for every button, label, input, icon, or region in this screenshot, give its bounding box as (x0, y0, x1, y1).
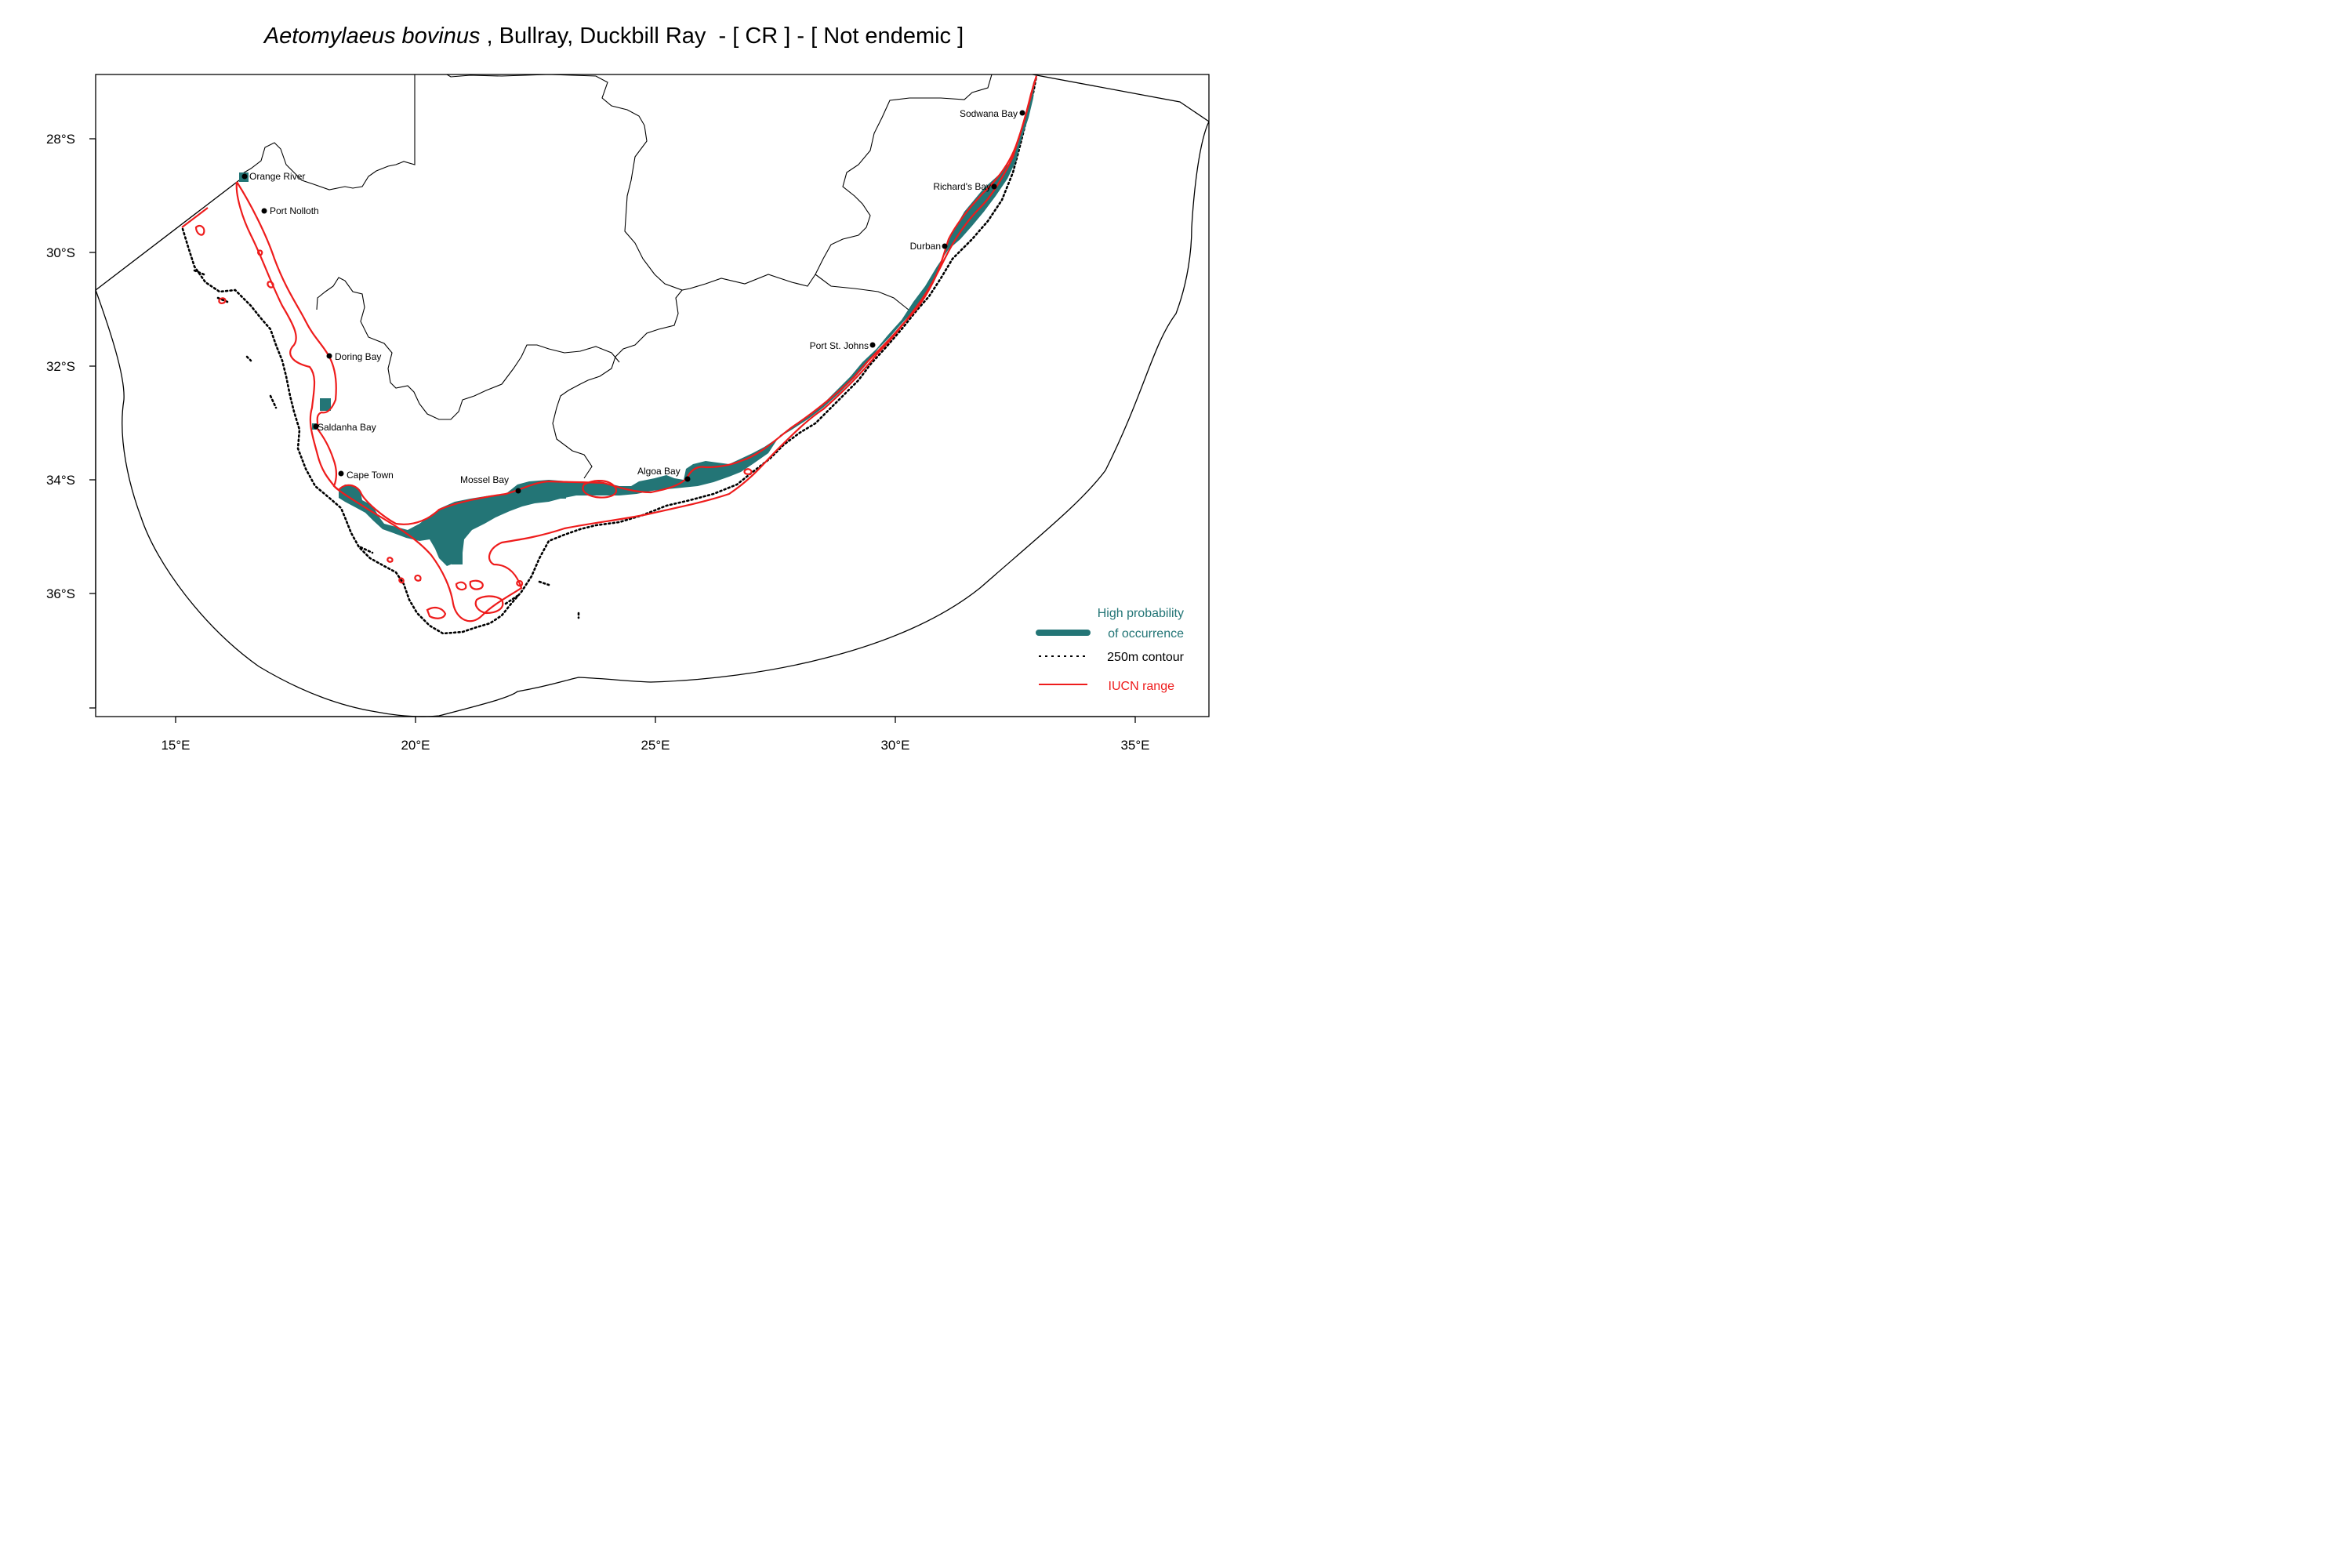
iucn-range (181, 75, 1038, 622)
place-label: Durban (910, 241, 941, 252)
map-svg: Orange River Port Nolloth Doring Bay Sal… (46, 74, 1210, 753)
place-point (261, 208, 267, 214)
depth-contour-250m (181, 74, 1038, 635)
legend-contour-label: 250m contour (1107, 651, 1185, 664)
place-point (869, 342, 876, 348)
place-point (326, 353, 332, 359)
place-point (684, 476, 691, 482)
land-borders (241, 74, 993, 479)
species-name: Aetomylaeus bovinus (263, 24, 481, 49)
place-label: Saldanha Bay (318, 422, 376, 433)
place-point (241, 173, 248, 180)
place-label: Cape Town (347, 470, 394, 481)
place-label: Port Nolloth (270, 205, 319, 216)
legend: High probability of occurrence 250m cont… (1036, 607, 1185, 693)
place-point (1019, 110, 1025, 116)
y-tick-label: 36°S (46, 586, 75, 601)
x-axis: 15°E 20°E 25°E 30°E 35°E (161, 716, 1150, 753)
place-point (313, 423, 319, 430)
place-label: Algoa Bay (637, 466, 681, 477)
place-point (338, 470, 344, 477)
place-point (991, 183, 997, 190)
y-axis: 28°S 30°S 32°S 34°S 36°S (46, 132, 96, 709)
place-label: Port St. Johns (810, 340, 869, 351)
y-tick-label: 32°S (46, 359, 75, 374)
eez-boundary (95, 74, 1210, 717)
legend-iucn-label: IUCN range (1109, 680, 1175, 693)
place-label: Sodwana Bay (960, 108, 1018, 119)
place-label: Orange River (249, 171, 305, 182)
x-tick-label: 20°E (401, 738, 430, 753)
y-tick-label: 34°S (46, 473, 75, 488)
place-label: Richard's Bay (933, 181, 991, 192)
x-tick-label: 35°E (1120, 738, 1149, 753)
legend-occurrence-line2: of occurrence (1108, 627, 1184, 641)
occurrence-area (239, 78, 1035, 566)
place-points (241, 110, 1025, 494)
place-point (515, 488, 521, 494)
place-labels: Orange River Port Nolloth Doring Bay Sal… (249, 108, 1018, 485)
map-title: Aetomylaeus bovinus , Bullray, Duckbill … (0, 24, 1228, 49)
y-tick-label: 28°S (46, 132, 75, 147)
y-tick-label: 30°S (46, 245, 75, 260)
x-tick-label: 15°E (161, 738, 190, 753)
x-tick-label: 25°E (641, 738, 670, 753)
x-tick-label: 30°E (880, 738, 909, 753)
place-label: Mossel Bay (460, 474, 509, 485)
place-label: Doring Bay (335, 351, 381, 362)
legend-occurrence-line1: High probability (1098, 607, 1184, 620)
place-point (942, 243, 948, 249)
title-rest: , Bullray, Duckbill Ray - [ CR ] - [ Not… (480, 24, 964, 49)
